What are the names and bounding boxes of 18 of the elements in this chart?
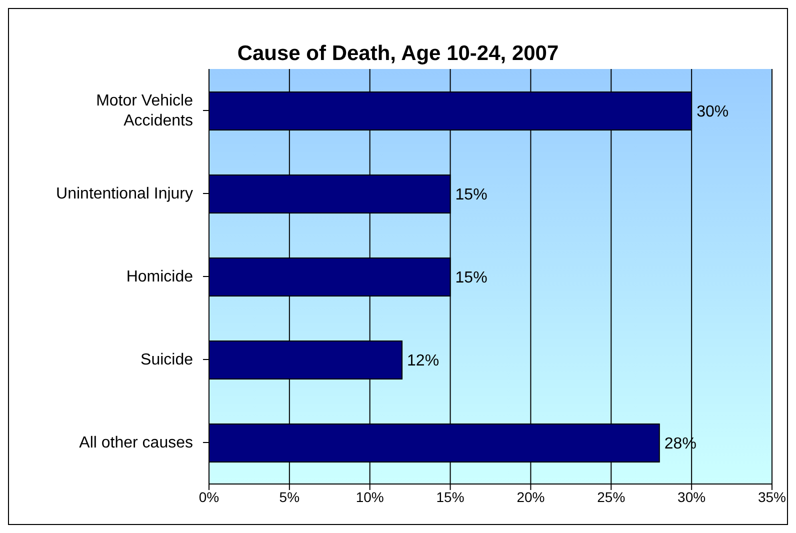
x-tick-label: 25% (597, 488, 626, 505)
y-tick-label: Unintentional Injury (56, 185, 193, 202)
data-label: 30% (696, 104, 729, 121)
y-tick-label: All other causes (79, 434, 193, 451)
data-label: 15% (455, 186, 488, 204)
y-tick-label: Motor Vehicle Accidents (96, 92, 194, 129)
data-label: 15% (455, 270, 488, 287)
x-tick-label: 20% (516, 488, 545, 505)
x-tick-label: 30% (678, 488, 706, 505)
x-tick-label: 0% (198, 488, 220, 505)
y-tick-label: Suicide (140, 351, 194, 368)
data-label: 12% (407, 352, 440, 370)
chart-title: Cause of Death, Age 10-24, 2007 (236, 41, 560, 65)
y-tick-label: Homicide (126, 268, 194, 285)
x-tick-label: 35% (758, 488, 786, 505)
x-tick-label: 15% (436, 488, 464, 505)
x-tick-label: 10% (356, 488, 384, 505)
x-tick-label: 5% (279, 488, 300, 505)
